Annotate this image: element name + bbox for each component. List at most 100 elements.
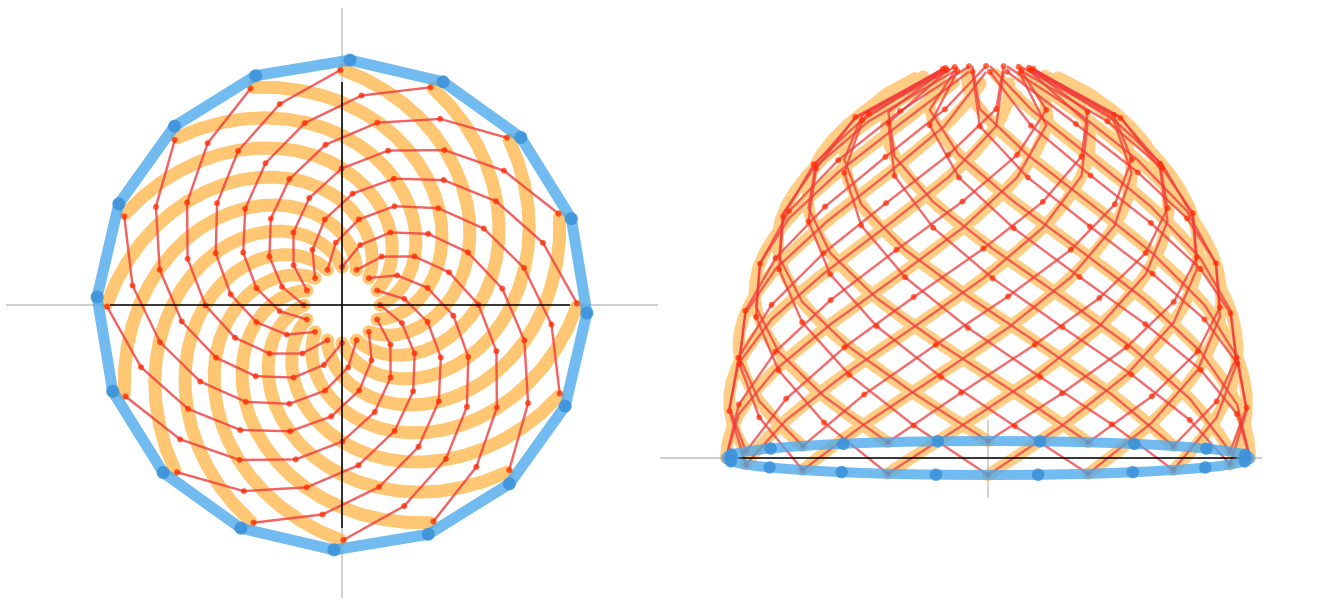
rib-node bbox=[1197, 366, 1204, 373]
rib-node bbox=[376, 484, 383, 491]
rib-member bbox=[807, 68, 1089, 444]
base-node bbox=[725, 448, 738, 461]
rib-node bbox=[736, 361, 743, 368]
rib-node bbox=[852, 114, 859, 121]
rib-node bbox=[885, 120, 892, 127]
rib-node bbox=[365, 275, 372, 282]
rib-node bbox=[938, 373, 945, 380]
rib-node bbox=[1108, 421, 1115, 428]
rib-node bbox=[910, 422, 917, 429]
rib-node bbox=[521, 264, 528, 271]
rib-node bbox=[319, 511, 326, 518]
rib-node bbox=[1067, 246, 1074, 253]
rib-node bbox=[556, 390, 563, 397]
rib-node bbox=[398, 320, 405, 327]
rib-node bbox=[882, 153, 889, 160]
rib-node bbox=[742, 307, 749, 314]
rib-node bbox=[1216, 304, 1223, 311]
rib-node bbox=[290, 262, 297, 269]
rib-node bbox=[184, 199, 191, 206]
rib-node bbox=[1031, 341, 1038, 348]
rib-node bbox=[548, 321, 555, 328]
rib-node bbox=[374, 316, 381, 323]
rib-node bbox=[365, 328, 372, 335]
rib-node bbox=[473, 463, 480, 470]
rib-node bbox=[450, 312, 457, 319]
rib-node bbox=[374, 287, 381, 294]
rib-member bbox=[728, 71, 1005, 452]
base-node bbox=[234, 521, 248, 535]
rib-node bbox=[368, 357, 375, 364]
rib-node bbox=[810, 161, 817, 168]
rib-node bbox=[1059, 390, 1066, 397]
rib-node bbox=[1194, 348, 1201, 355]
rib-node bbox=[391, 203, 398, 210]
top-view-axes-dark bbox=[110, 82, 570, 528]
rib-node bbox=[1142, 321, 1149, 328]
rib-node bbox=[835, 157, 842, 164]
rib-node bbox=[235, 148, 242, 155]
top-view-panel bbox=[6, 8, 658, 598]
rib-node bbox=[104, 303, 111, 310]
rib-node bbox=[312, 275, 319, 282]
base-node bbox=[580, 306, 594, 320]
rib-node bbox=[846, 371, 853, 378]
rib-node bbox=[1227, 310, 1234, 317]
rib-node bbox=[783, 395, 790, 402]
rib-node bbox=[440, 177, 447, 184]
rib-node bbox=[1027, 66, 1034, 73]
rib-node bbox=[926, 122, 933, 129]
rib-member bbox=[987, 65, 1199, 476]
rib-node bbox=[292, 456, 299, 463]
rib-member bbox=[989, 65, 1238, 471]
rib-node bbox=[437, 354, 444, 361]
rib-node bbox=[1011, 423, 1018, 430]
base-node bbox=[764, 442, 777, 455]
rib-node bbox=[236, 456, 243, 463]
rib-node bbox=[841, 344, 848, 351]
rib-member bbox=[928, 66, 1252, 459]
base-node bbox=[514, 131, 528, 145]
rib-node bbox=[964, 324, 971, 331]
rib-node bbox=[437, 115, 444, 122]
base-node bbox=[1200, 442, 1213, 455]
rib-node bbox=[1111, 201, 1118, 208]
rib-node bbox=[504, 134, 511, 141]
rib-member bbox=[738, 71, 988, 447]
rib-node bbox=[306, 195, 313, 202]
rib-node bbox=[980, 245, 987, 252]
rib-node bbox=[204, 140, 211, 147]
rib-node bbox=[197, 378, 204, 385]
rib-node bbox=[309, 246, 316, 253]
rib-node bbox=[768, 301, 775, 308]
base-node bbox=[90, 290, 104, 304]
rib-node bbox=[897, 108, 904, 115]
rib-node bbox=[1147, 220, 1154, 227]
rib-node bbox=[355, 216, 362, 223]
rib-node bbox=[1096, 295, 1103, 302]
rib-node bbox=[321, 216, 328, 223]
rib-node bbox=[555, 210, 562, 217]
rib-node bbox=[969, 68, 976, 75]
rib-node bbox=[573, 300, 580, 307]
rib-node bbox=[506, 467, 513, 474]
rib-node bbox=[951, 63, 958, 70]
base-ring bbox=[90, 53, 594, 557]
rib-node bbox=[286, 400, 293, 407]
rib-node bbox=[324, 266, 331, 273]
rib-node bbox=[286, 176, 293, 183]
rib-node bbox=[401, 295, 408, 302]
rib-node bbox=[493, 404, 500, 411]
rib-node bbox=[445, 269, 452, 276]
base-node bbox=[156, 465, 170, 479]
rib-node bbox=[1128, 156, 1135, 163]
rib-node bbox=[493, 348, 500, 355]
rib-node bbox=[525, 400, 532, 407]
rib-node bbox=[390, 175, 397, 182]
rib-node bbox=[1110, 111, 1117, 118]
base-ring bbox=[721, 435, 1255, 481]
base-node bbox=[106, 384, 120, 398]
rib-node bbox=[910, 294, 917, 301]
rib-node bbox=[955, 174, 962, 181]
